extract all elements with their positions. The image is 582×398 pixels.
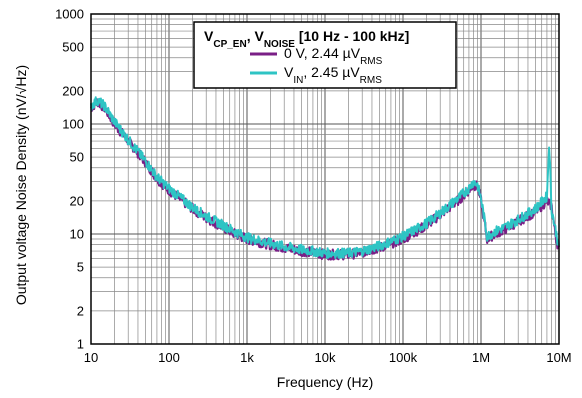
x-tick-label: 10M [546,350,571,365]
legend-entry-vin: VIN, 2.45 µVRMS [284,64,382,86]
y-tick-label: 10 [70,227,84,242]
tick-labels: 10 100 1k 10k 100k 1M 10M 1 2 5 10 20 50 100 200 500 100… [55,7,572,366]
plot-frame [90,13,560,345]
x-tick-label: 100k [389,350,418,365]
x-tick-label: 10k [315,350,336,365]
x-tick-label: 10 [84,350,98,365]
legend: VCP_EN, VNOISE [10 Hz - 100 kHz] 0 V, 2.… [193,21,457,89]
y-axis-label: Output voltage Noise Density (nV/√Hz) [13,65,29,305]
x-tick-label: 1M [472,350,490,365]
y-tick-label: 1000 [55,7,84,22]
x-tick-label: 1k [240,350,254,365]
series-lines [89,96,561,261]
y-tick-label: 100 [62,117,84,132]
x-tick-label: 100 [158,350,180,365]
series-line-vin [90,96,560,259]
y-tick-label: 5 [77,260,84,275]
legend-box [193,21,457,89]
legend-entry-0-v: 0 V, 2.44 µVRMS [284,45,383,67]
y-tick-label: 500 [62,40,84,55]
y-tick-label: 1 [77,337,84,352]
y-tick-label: 50 [70,150,84,165]
y-tick-label: 2 [77,303,84,318]
y-tick-label: 20 [70,193,84,208]
legend-title: VCP_EN, VNOISE [10 Hz - 100 kHz] [204,28,409,50]
y-tick-label: 200 [62,83,84,98]
x-axis-label: Frequency (Hz) [277,374,373,390]
